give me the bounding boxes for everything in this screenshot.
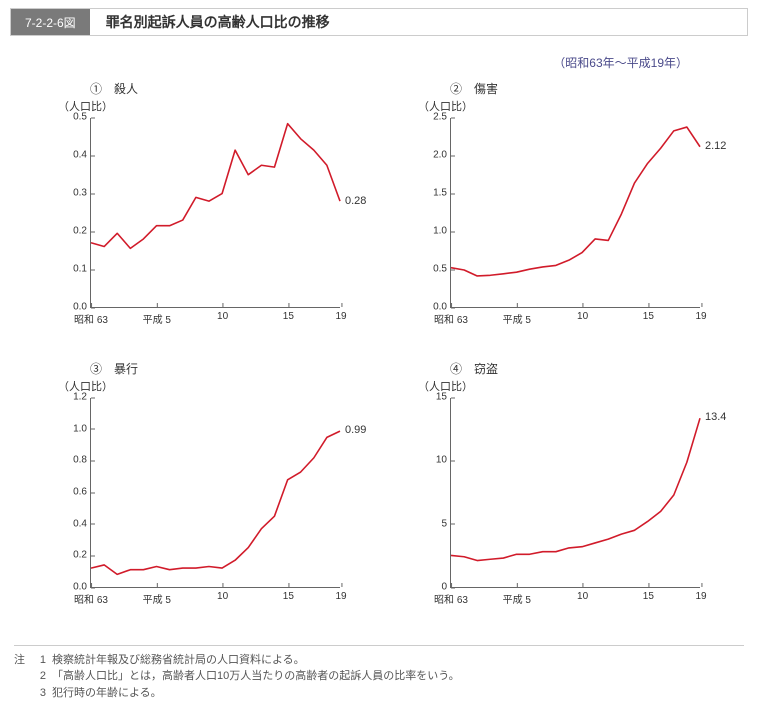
y-tick: 2.5 <box>433 112 451 123</box>
period-label: （昭和63年～平成19年） <box>553 54 688 71</box>
y-tick: 1.0 <box>73 423 91 434</box>
footnote: 2「高齢人口比」とは，高齢者人口10万人当たりの高齢者の起訴人員の比率をいう。 <box>14 668 744 685</box>
x-tick: 10 <box>217 587 228 602</box>
x-tick: 平成 5 <box>143 587 171 606</box>
charts-grid: ① 殺人（人口比）0.00.10.20.30.40.5昭和 63平成 51015… <box>30 78 730 628</box>
y-tick: 1.5 <box>433 188 451 199</box>
x-tick: 19 <box>335 587 346 602</box>
end-value-label: 13.4 <box>705 411 726 423</box>
x-tick: 15 <box>643 587 654 602</box>
y-tick: 15 <box>436 392 451 403</box>
chart-title: ③ 暴行 <box>90 360 138 377</box>
x-tick: 昭和 63 <box>434 587 468 606</box>
series-line <box>451 398 700 587</box>
x-tick: 昭和 63 <box>74 307 108 326</box>
chart-4: ④ 窃盗（人口比）051015昭和 63平成 510151913.4 <box>390 358 720 628</box>
x-tick: 平成 5 <box>143 307 171 326</box>
y-tick: 1.0 <box>433 226 451 237</box>
x-tick: 10 <box>577 587 588 602</box>
y-tick: 10 <box>436 455 451 466</box>
x-tick: 15 <box>643 307 654 322</box>
x-tick: 昭和 63 <box>74 587 108 606</box>
footnote: 3犯行時の年齢による。 <box>14 685 744 702</box>
x-tick: 昭和 63 <box>434 307 468 326</box>
plot-area: 0.00.20.40.60.81.01.2昭和 63平成 51015190.99 <box>90 398 340 588</box>
x-tick: 平成 5 <box>503 307 531 326</box>
end-value-label: 0.99 <box>345 424 366 436</box>
plot-area: 0.00.10.20.30.40.5昭和 63平成 51015190.28 <box>90 118 340 308</box>
chart-title: ② 傷害 <box>450 80 498 97</box>
end-value-label: 2.12 <box>705 140 726 152</box>
figure-title: 罪名別起訴人員の高齢人口比の推移 <box>90 12 330 32</box>
series-line <box>91 118 340 307</box>
series-line <box>451 118 700 307</box>
y-tick: 0.8 <box>73 455 91 466</box>
x-tick: 15 <box>283 587 294 602</box>
y-tick: 1.2 <box>73 392 91 403</box>
figure-tag: 7-2-2-6図 <box>11 9 90 35</box>
x-tick: 19 <box>695 587 706 602</box>
plot-area: 0.00.51.01.52.02.5昭和 63平成 51015192.12 <box>450 118 700 308</box>
y-tick: 2.0 <box>433 150 451 161</box>
chart-2: ② 傷害（人口比）0.00.51.01.52.02.5昭和 63平成 51015… <box>390 78 720 348</box>
series-line <box>91 398 340 587</box>
footnote: 注1検察統計年報及び総務省統計局の人口資料による。 <box>14 652 744 669</box>
x-tick: 19 <box>695 307 706 322</box>
x-tick: 10 <box>577 307 588 322</box>
y-tick: 0.4 <box>73 518 91 529</box>
x-tick: 19 <box>335 307 346 322</box>
end-value-label: 0.28 <box>345 195 366 207</box>
chart-3: ③ 暴行（人口比）0.00.20.40.60.81.01.2昭和 63平成 51… <box>30 358 360 628</box>
y-tick: 0.2 <box>73 550 91 561</box>
y-tick: 5 <box>441 518 451 529</box>
y-tick: 0.1 <box>73 264 91 275</box>
plot-area: 051015昭和 63平成 510151913.4 <box>450 398 700 588</box>
y-tick: 0.3 <box>73 188 91 199</box>
x-tick: 15 <box>283 307 294 322</box>
y-tick: 0.5 <box>433 264 451 275</box>
y-tick: 0.2 <box>73 226 91 237</box>
chart-title: ④ 窃盗 <box>450 360 498 377</box>
x-tick: 10 <box>217 307 228 322</box>
y-tick: 0.5 <box>73 112 91 123</box>
chart-title: ① 殺人 <box>90 80 138 97</box>
y-tick: 0.4 <box>73 150 91 161</box>
y-tick: 0.6 <box>73 487 91 498</box>
chart-1: ① 殺人（人口比）0.00.10.20.30.40.5昭和 63平成 51015… <box>30 78 360 348</box>
x-tick: 平成 5 <box>503 587 531 606</box>
title-bar: 7-2-2-6図 罪名別起訴人員の高齢人口比の推移 <box>10 8 748 36</box>
footnotes: 注1検察統計年報及び総務省統計局の人口資料による。2「高齢人口比」とは，高齢者人… <box>14 645 744 702</box>
